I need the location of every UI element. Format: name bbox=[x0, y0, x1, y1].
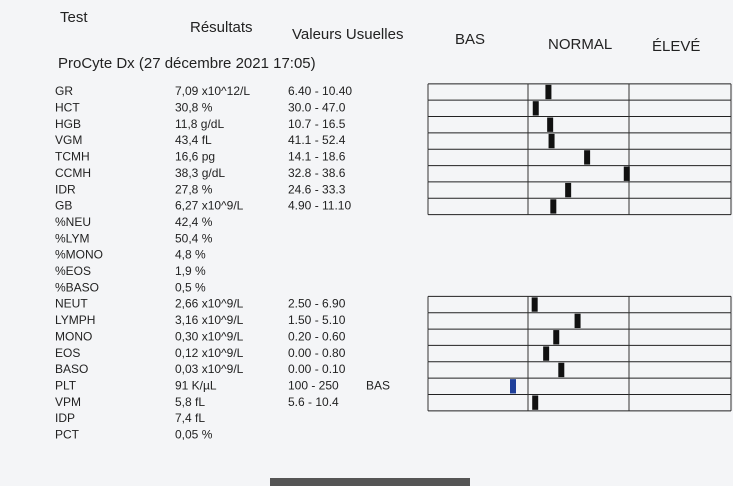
result: 11,8 g/dL bbox=[175, 117, 224, 131]
result: 5,8 fL bbox=[175, 395, 205, 409]
result: 50,4 % bbox=[175, 231, 213, 245]
range-marker bbox=[550, 199, 557, 214]
result: 16,6 pg bbox=[175, 150, 215, 164]
result: 0,30 x10^9/L bbox=[175, 329, 244, 343]
result: 42,4 % bbox=[175, 215, 213, 229]
range-marker bbox=[531, 297, 538, 312]
range: 14.1 - 18.6 bbox=[288, 150, 346, 164]
range-marker bbox=[510, 379, 516, 394]
range: 10.7 - 16.5 bbox=[288, 117, 346, 131]
test-name: VGM bbox=[55, 133, 82, 147]
test-name: VPM bbox=[55, 395, 81, 409]
range: 41.1 - 52.4 bbox=[288, 133, 346, 147]
test-name: GR bbox=[55, 84, 73, 98]
subtitle: ProCyte Dx (27 décembre 2021 17:05) bbox=[58, 55, 316, 72]
test-name: CCMH bbox=[55, 166, 91, 180]
range: 32.8 - 38.6 bbox=[288, 166, 346, 180]
result: 0,05 % bbox=[175, 428, 213, 442]
flag: BAS bbox=[366, 378, 390, 392]
test-name: LYMPH bbox=[55, 313, 95, 327]
header-normal: NORMAL bbox=[548, 36, 612, 53]
range: 1.50 - 5.10 bbox=[288, 313, 346, 327]
range-marker bbox=[543, 346, 550, 361]
edge-shadow bbox=[270, 478, 470, 486]
range: 30.0 - 47.0 bbox=[288, 101, 346, 115]
test-name: GB bbox=[55, 199, 72, 213]
test-name: %EOS bbox=[55, 264, 91, 278]
range-marker bbox=[548, 133, 555, 149]
result: 7,4 fL bbox=[175, 411, 205, 425]
test-name: PCT bbox=[55, 428, 80, 442]
header-results: Résultats bbox=[190, 19, 253, 36]
test-name: BASO bbox=[55, 362, 88, 376]
range: 0.00 - 0.80 bbox=[288, 346, 346, 360]
result: 7,09 x10^12/L bbox=[175, 84, 250, 98]
range-marker bbox=[574, 313, 581, 329]
result: 0,03 x10^9/L bbox=[175, 362, 244, 376]
result: 4,8 % bbox=[175, 248, 206, 262]
test-name: TCMH bbox=[55, 150, 90, 164]
test-name: %MONO bbox=[55, 248, 103, 262]
result: 1,9 % bbox=[175, 264, 206, 278]
result: 91 K/µL bbox=[175, 378, 217, 392]
range: 0.00 - 0.10 bbox=[288, 362, 346, 376]
test-name: EOS bbox=[55, 346, 80, 360]
range-marker bbox=[532, 101, 539, 116]
result: 6,27 x10^9/L bbox=[175, 199, 244, 213]
range-marker bbox=[545, 84, 552, 100]
result: 0,5 % bbox=[175, 280, 206, 294]
test-name: HCT bbox=[55, 101, 80, 115]
range: 24.6 - 33.3 bbox=[288, 182, 346, 196]
test-name: NEUT bbox=[55, 297, 88, 311]
range-marker bbox=[623, 166, 630, 181]
result: 30,8 % bbox=[175, 101, 213, 115]
result: 43,4 fL bbox=[175, 133, 212, 147]
range: 100 - 250 bbox=[288, 378, 339, 392]
range: 6.40 - 10.40 bbox=[288, 84, 352, 98]
test-name: IDP bbox=[55, 411, 75, 425]
range-marker bbox=[584, 150, 591, 165]
range: 4.90 - 11.10 bbox=[288, 199, 351, 213]
range: 2.50 - 6.90 bbox=[288, 297, 346, 311]
range: 5.6 - 10.4 bbox=[288, 395, 339, 409]
test-name: PLT bbox=[55, 378, 77, 392]
test-name: IDR bbox=[55, 182, 76, 196]
range-marker bbox=[553, 330, 560, 345]
test-name: HGB bbox=[55, 117, 81, 131]
result: 2,66 x10^9/L bbox=[175, 297, 244, 311]
range-marker bbox=[532, 395, 539, 410]
result: 27,8 % bbox=[175, 182, 213, 196]
result: 38,3 g/dL bbox=[175, 166, 225, 180]
range-marker bbox=[558, 362, 565, 378]
header-ranges: Valeurs Usuelles bbox=[292, 26, 403, 43]
header-test: Test bbox=[60, 9, 88, 26]
result: 0,12 x10^9/L bbox=[175, 346, 244, 360]
result: 3,16 x10^9/L bbox=[175, 313, 244, 327]
range-marker bbox=[565, 182, 572, 198]
test-name: MONO bbox=[55, 329, 92, 343]
header-low: BAS bbox=[455, 31, 485, 48]
range: 0.20 - 0.60 bbox=[288, 329, 346, 343]
test-name: %BASO bbox=[55, 280, 99, 294]
range-marker bbox=[547, 117, 554, 132]
test-name: %LYM bbox=[55, 231, 89, 245]
header-high: ÉLEVÉ bbox=[652, 38, 700, 55]
test-name: %NEU bbox=[55, 215, 91, 229]
